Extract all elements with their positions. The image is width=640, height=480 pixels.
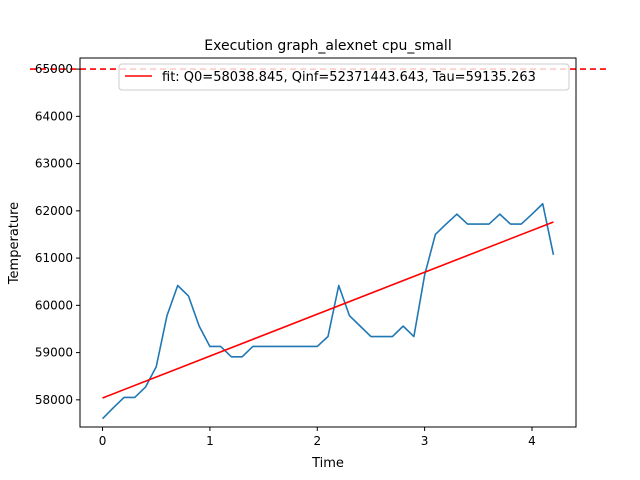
series-layer [101, 202, 555, 420]
series-line-temperature [101, 202, 555, 420]
y-tick-label: 61000 [35, 251, 73, 265]
series-line-fit [102, 221, 554, 399]
chart-title: Execution graph_alexnet cpu_small [204, 38, 451, 54]
legend-label-fit: fit: Q0=58038.845, Qinf=52371443.643, Ta… [162, 70, 536, 85]
x-tick-label: 4 [528, 434, 536, 448]
y-tick-label: 59000 [35, 346, 73, 360]
plot-area [79, 57, 577, 428]
y-tick-label: 65000 [35, 62, 73, 76]
x-tick-label: 2 [313, 434, 321, 448]
y-tick-label: 58000 [35, 393, 73, 407]
y-tick-label: 62000 [35, 204, 73, 218]
x-axis-label: Time [311, 456, 344, 471]
y-tick-label: 64000 [35, 109, 73, 123]
y-axis-label: Temperature [7, 202, 22, 285]
y-tick-label: 63000 [35, 157, 73, 171]
x-tick-label: 1 [206, 434, 214, 448]
y-axis: 58000 59000 60000 61000 62000 63000 64000 65000 [35, 62, 80, 407]
legend: fit: Q0=58038.845, Qinf=52371443.643, Ta… [118, 63, 570, 91]
legend-box [118, 63, 570, 91]
x-tick-label: 3 [421, 434, 429, 448]
x-axis: 0 1 2 3 4 [99, 427, 536, 448]
y-tick-label: 60000 [35, 298, 73, 312]
x-tick-label: 0 [99, 434, 107, 448]
